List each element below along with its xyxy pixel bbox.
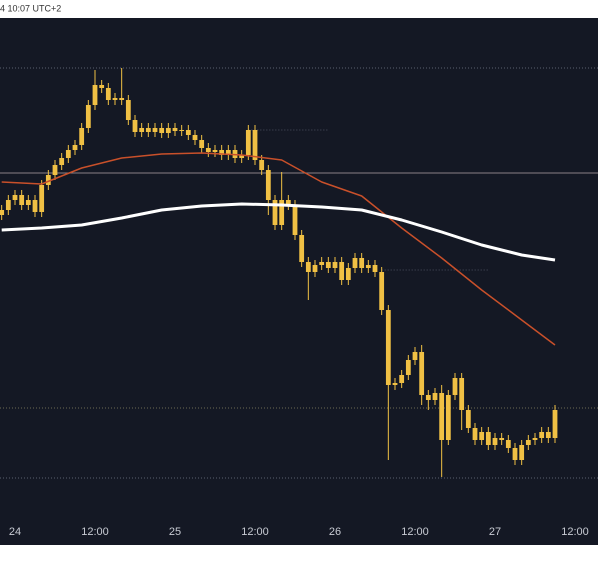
candle-body [552,410,558,438]
candle-body [125,100,131,120]
candle-body [452,378,458,395]
candle-body [372,265,378,272]
candle-body [225,150,231,155]
candle-body [45,175,51,185]
candle-body [32,200,38,212]
candle-body [85,105,91,128]
candle-body [492,438,498,445]
candle-body [0,210,5,215]
candle-body [512,448,518,460]
candle-body [205,148,211,152]
candle-body [479,432,485,440]
x-tick-label: 27 [489,526,501,538]
candle-body [539,432,545,438]
candle-body [485,432,491,445]
candle-body [432,393,438,400]
candle-body [525,440,531,445]
candle-body [119,98,125,100]
candle-body [339,262,345,280]
candle-body [172,128,178,131]
x-tick-label: 12:00 [401,526,429,538]
candle-body [465,410,471,428]
candle-body [25,200,31,205]
candle-body [259,160,265,170]
candle-body [319,262,325,265]
candle-body [419,352,425,395]
candle-body [59,158,65,165]
moving-average [1,152,556,346]
candle-body [325,262,331,268]
candle-body [472,428,478,440]
candle-body [192,135,198,140]
candle-body [365,265,371,268]
candle-body [379,272,385,310]
candle-body [112,98,118,100]
x-tick-label: 26 [329,526,341,538]
candle-body [292,205,298,235]
candle-body [145,128,151,132]
candle-body [72,145,78,150]
candle-body [412,352,418,360]
x-tick-label: 24 [9,526,21,538]
candle-body [425,395,431,400]
candle-body [152,128,158,132]
candle-body [272,200,278,225]
candle-body [199,140,205,148]
candle-body [12,195,18,200]
candle-body [139,128,145,132]
candle-body [445,395,451,440]
candle-body [285,200,291,205]
candle-body [359,258,365,268]
plot-background [0,18,598,545]
candle-body [279,200,285,225]
candle-body [532,438,538,440]
candle-body [165,128,171,133]
candle-body [345,268,351,280]
candle-body [92,85,98,105]
candle-body [505,440,511,448]
candle-body [65,150,71,158]
candle-body [352,258,358,268]
candle-body [545,432,551,438]
candle-body [265,170,271,200]
candle-body [245,130,251,155]
candle-body [299,235,305,262]
candle-body [185,130,191,135]
candle-body [252,130,258,160]
candle-body [312,265,318,272]
candle-body [332,262,338,268]
candle-body [399,375,405,383]
candle-body [179,130,185,131]
candle-body [405,360,411,375]
x-tick-label: 12:00 [81,526,109,538]
candle-body [39,185,45,212]
candle-body [19,195,25,205]
candle-body [385,310,391,385]
moving-average [1,202,556,262]
candle-body [105,88,111,100]
header-text: 4 10:07 UTC+2 [0,3,61,13]
candle-body [79,128,85,145]
candle-body [132,120,138,132]
x-tick-label: 12:00 [561,526,589,538]
candle-body [499,438,505,440]
candle-body [439,393,445,440]
candle-body [239,155,245,158]
candle-body [219,150,225,155]
candle-body [392,383,398,385]
x-tick-label: 25 [169,526,181,538]
candle-body [212,150,218,152]
candle-body [52,165,58,175]
candle-body [159,128,165,133]
candle-body [305,262,311,272]
candle-body [99,85,105,88]
candle-body [519,445,525,460]
candle-body [459,378,465,410]
x-tick-label: 12:00 [241,526,269,538]
candle-body [5,200,11,210]
